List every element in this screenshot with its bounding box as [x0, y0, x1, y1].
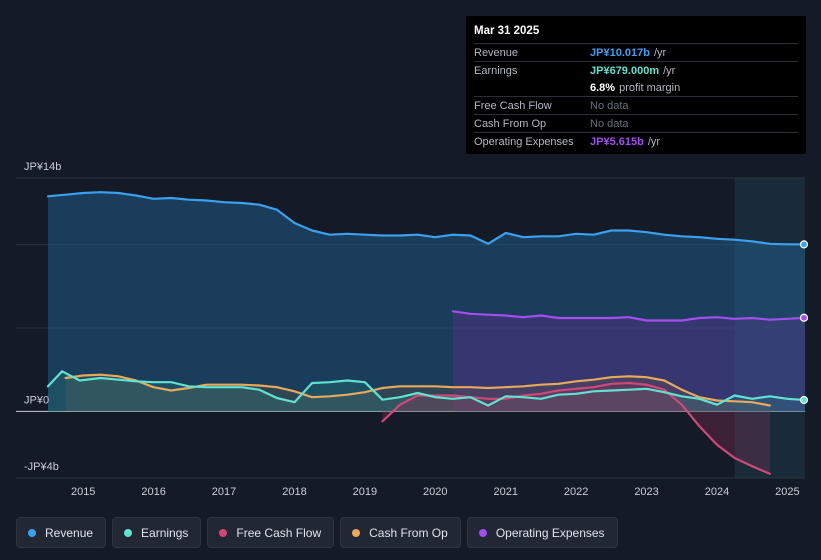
tooltip-label: Revenue [474, 46, 519, 59]
legend-label: Free Cash Flow [236, 525, 322, 540]
tooltip-row-cash-from-op: Cash From Op No data [474, 114, 798, 132]
legend-label: Earnings [141, 525, 189, 540]
x-tick-label: 2024 [705, 486, 729, 498]
tooltip-date: Mar 31 2025 [474, 25, 540, 37]
marker-operating-expenses [799, 313, 809, 322]
legend-item-earnings[interactable]: Earnings [112, 517, 202, 548]
series-areas [48, 192, 805, 474]
legend-dot-icon [124, 528, 133, 537]
legend-dot-icon [352, 528, 361, 537]
tooltip-value: JP¥5.615b [590, 135, 644, 148]
tooltip-row-profit-margin: 6.8% profit margin [474, 79, 798, 96]
legend-item-operating-expenses[interactable]: Operating Expenses [466, 517, 618, 548]
x-tick-label: 2018 [282, 486, 306, 498]
x-axis-labels: 2015 2016 2017 2018 2019 2020 2021 2022 2023 2024… [71, 486, 800, 498]
legend-label: Operating Expenses [495, 525, 605, 540]
line-revenue [46, 191, 807, 246]
tooltip-value: JP¥679.000m [590, 64, 660, 77]
tooltip-row-free-cash-flow: Free Cash Flow No data [474, 96, 798, 114]
legend-item-free-cash-flow[interactable]: Free Cash Flow [207, 517, 335, 548]
area-revenue [48, 192, 805, 412]
tooltip-row-earnings: Earnings JP¥679.000m /yr [474, 61, 798, 79]
tooltip-suffix: /yr [647, 135, 661, 148]
x-tick-label: 2016 [141, 486, 165, 498]
legend-item-revenue[interactable]: Revenue [16, 517, 107, 548]
tooltip-suffix: profit margin [619, 81, 681, 94]
chart-legend: Revenue Earnings Free Cash Flow Cash Fro… [16, 517, 618, 548]
tooltip-value: JP¥10.017b [590, 46, 650, 59]
area-operating-expenses [452, 311, 805, 412]
legend-dot-icon [28, 528, 36, 537]
tooltip-suffix: /yr [653, 46, 667, 59]
x-tick-label: 2020 [423, 486, 447, 498]
marker-earnings [799, 395, 809, 405]
x-tick-label: 2025 [775, 486, 799, 498]
tooltip-value: No data [590, 117, 629, 130]
marker-revenue [799, 240, 809, 249]
legend-item-cash-from-op[interactable]: Cash From Op [340, 517, 461, 548]
legend-label: Revenue [45, 525, 94, 540]
line-free-cash-flow [381, 381, 771, 475]
x-tick-label: 2017 [212, 486, 236, 498]
chart: JP¥14b JP¥0 -JP¥4b 2015 2016 2017 2018 2019 202… [16, 161, 809, 498]
forecast-highlight-band [734, 178, 805, 478]
tooltip-label: Free Cash Flow [474, 99, 552, 112]
area-free-cash-flow [382, 383, 770, 474]
tooltip-value: 6.8% [590, 81, 616, 94]
line-operating-expenses [451, 310, 807, 322]
tooltip-label: Earnings [474, 64, 518, 77]
y-tick-label: JP¥14b [24, 161, 61, 173]
y-tick-label: JP¥0 [24, 394, 49, 406]
area-earnings [48, 371, 805, 412]
line-earnings [46, 370, 807, 407]
tooltip-value: No data [590, 99, 629, 112]
line-cash-from-op [64, 373, 771, 407]
tooltip-label: Operating Expenses [474, 135, 574, 148]
data-tooltip: Mar 31 2025 Revenue JP¥10.017b /yr Earni… [466, 16, 806, 154]
x-tick-label: 2021 [493, 486, 517, 498]
tooltip-suffix: /yr [663, 64, 676, 77]
y-axis-labels: JP¥14b JP¥0 -JP¥4b [24, 161, 61, 473]
y-tick-label: -JP¥4b [24, 461, 59, 473]
x-tick-label: 2019 [353, 486, 377, 498]
x-tick-label: 2023 [634, 486, 658, 498]
series-end-markers [799, 240, 809, 405]
legend-label: Cash From Op [369, 525, 448, 540]
series-lines [46, 191, 807, 475]
legend-dot-icon [478, 528, 487, 537]
tooltip-row-operating-expenses: Operating Expenses JP¥5.615b /yr [474, 132, 798, 150]
tooltip-label: Cash From Op [474, 117, 547, 130]
x-tick-label: 2022 [564, 486, 588, 498]
tooltip-row-revenue: Revenue JP¥10.017b /yr [474, 43, 798, 61]
x-tick-label: 2015 [71, 486, 95, 498]
legend-dot-icon [219, 528, 228, 537]
